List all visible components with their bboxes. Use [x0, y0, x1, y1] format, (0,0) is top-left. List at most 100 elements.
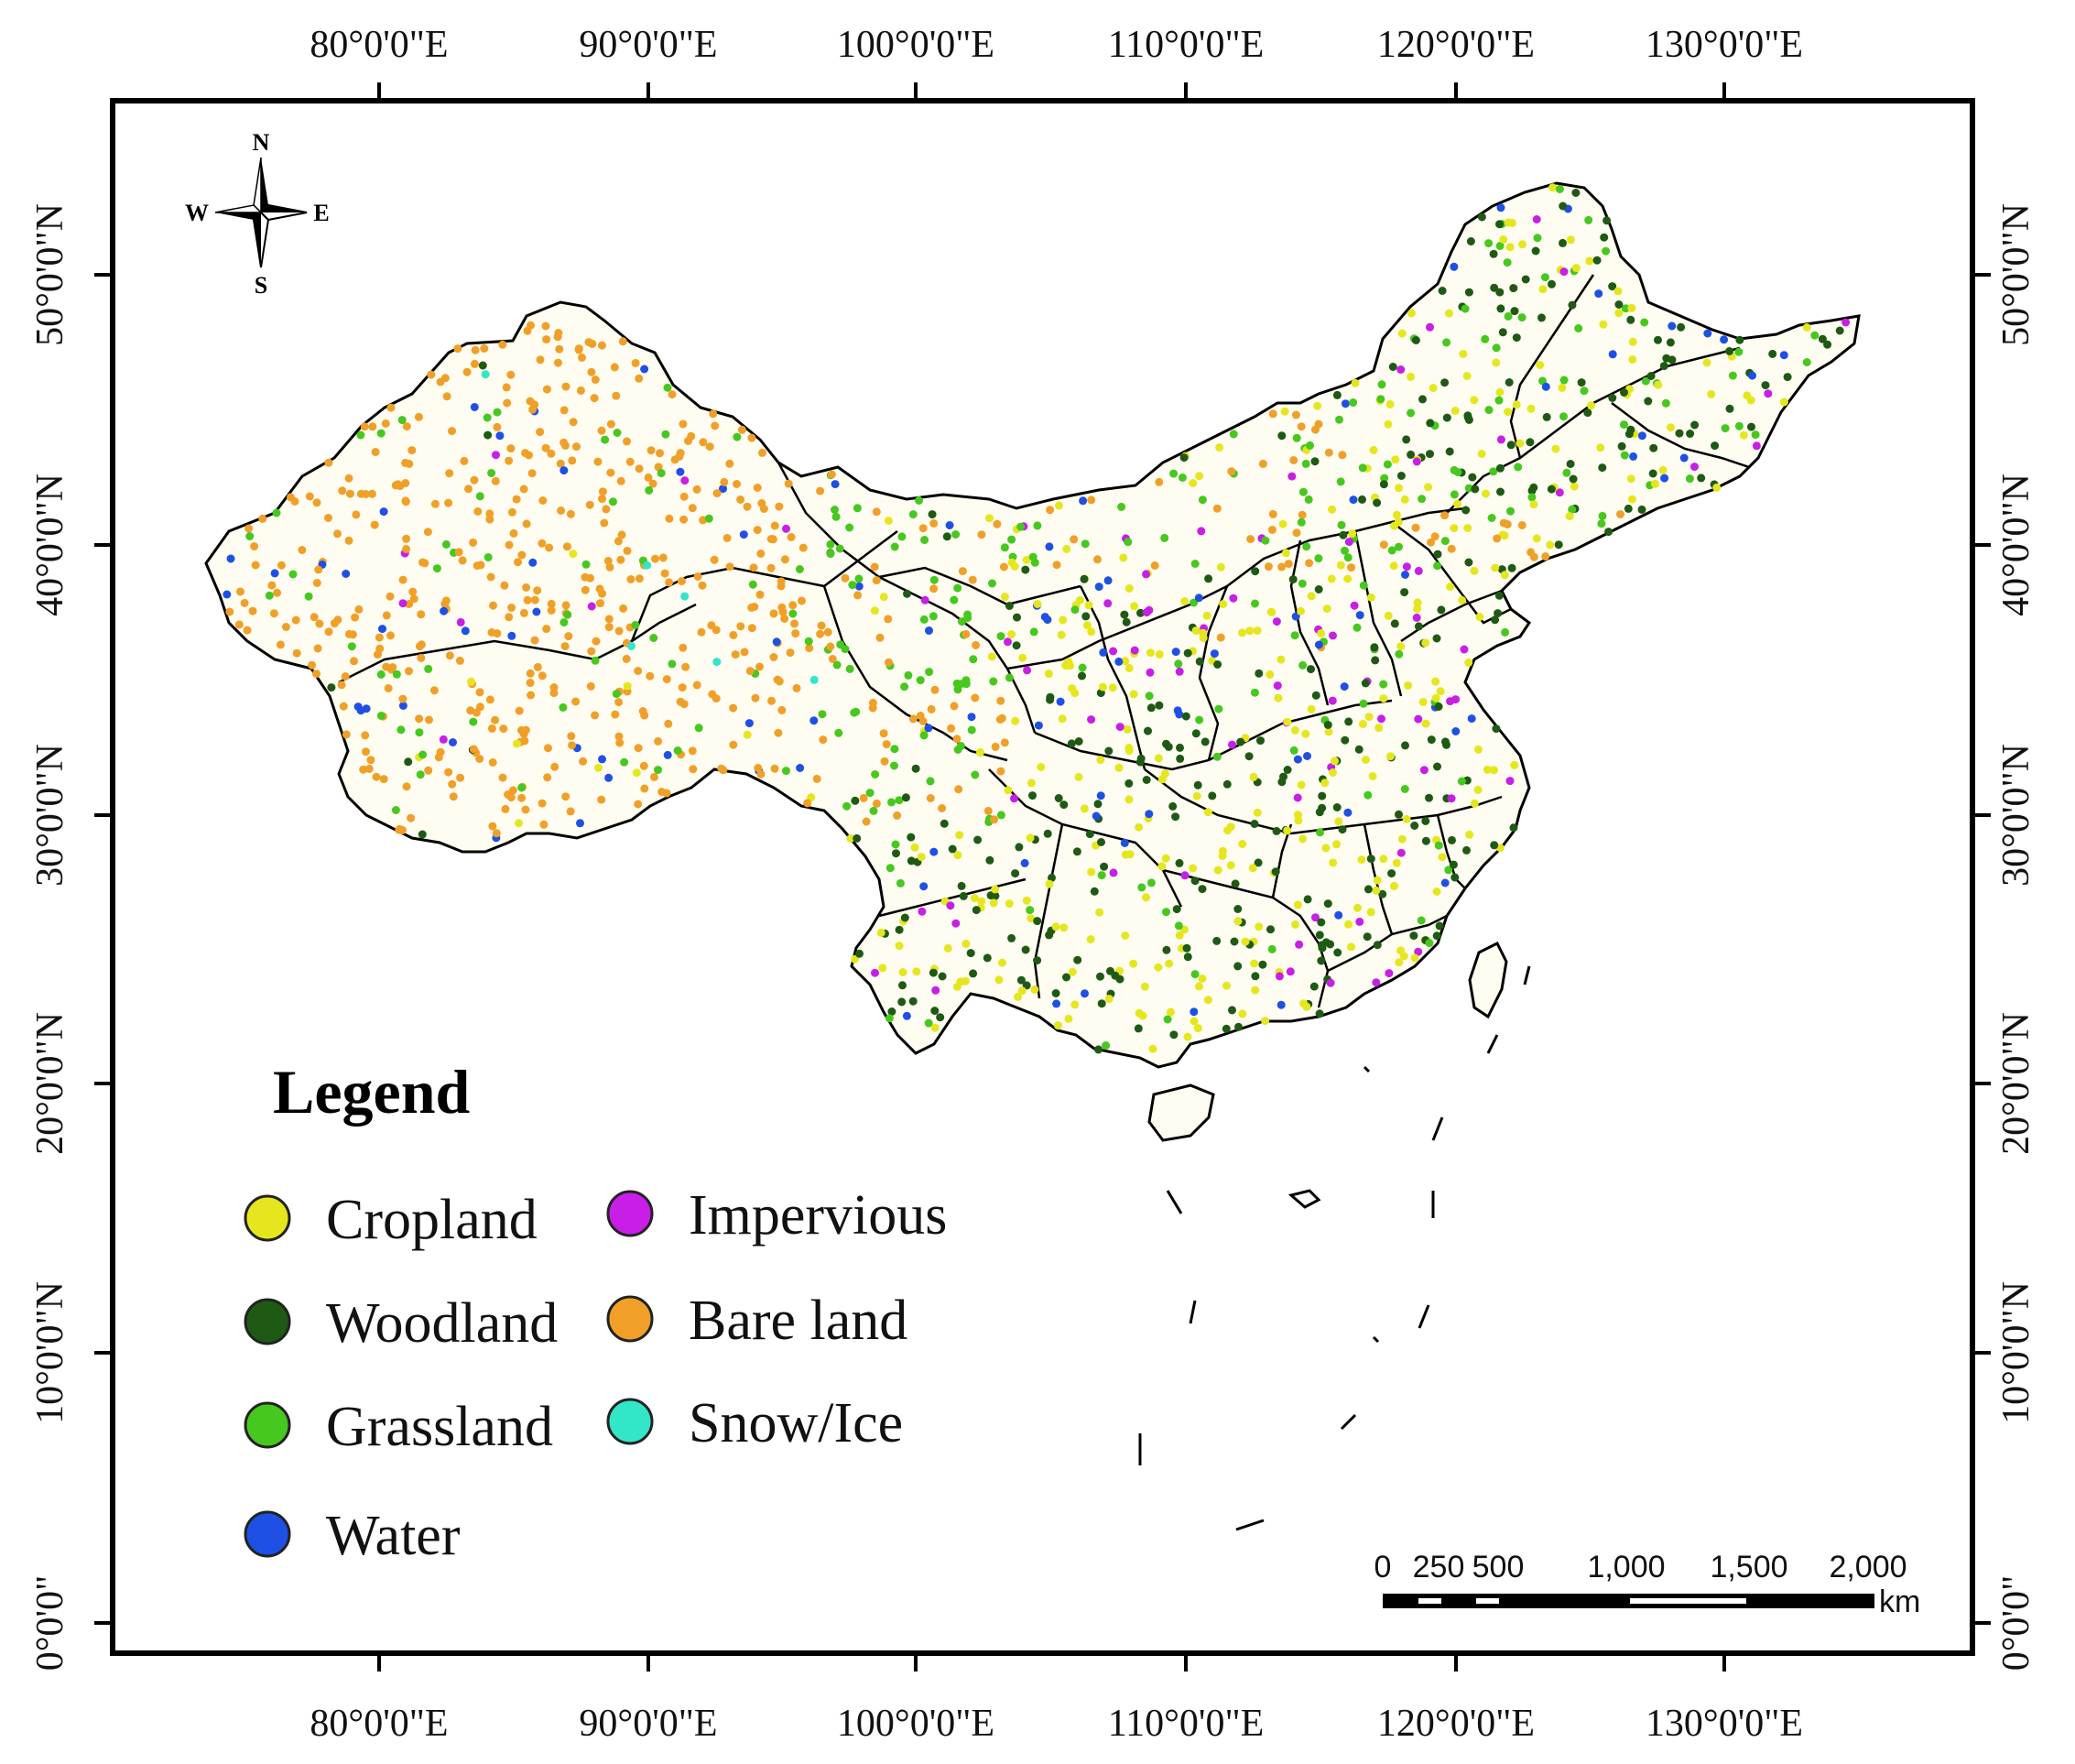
- sample-point: [1087, 867, 1096, 877]
- sample-point: [712, 489, 722, 498]
- sample-point: [928, 510, 937, 519]
- sample-point: [710, 555, 719, 564]
- sample-point: [398, 599, 407, 608]
- sample-point: [1318, 791, 1327, 800]
- sample-point: [862, 817, 871, 826]
- sample-point: [1194, 593, 1203, 603]
- sample-point: [925, 668, 934, 677]
- sample-point: [1007, 535, 1016, 544]
- sample-point: [882, 740, 891, 749]
- sample-point: [243, 626, 252, 635]
- sample-point: [1400, 785, 1409, 793]
- sample-point: [645, 485, 654, 495]
- sample-point: [1250, 820, 1259, 828]
- sample-point: [509, 528, 518, 538]
- sample-point: [444, 498, 453, 507]
- sample-point: [1526, 404, 1536, 413]
- sample-point: [1500, 531, 1509, 540]
- sample-point: [635, 464, 644, 474]
- sample-point: [1679, 453, 1689, 463]
- sample-point: [1027, 779, 1036, 788]
- sample-point: [384, 684, 393, 692]
- sample-point: [1404, 681, 1412, 690]
- sample-point: [784, 479, 793, 488]
- sample-point: [1145, 810, 1154, 819]
- sample-point: [668, 390, 677, 399]
- sample-point: [324, 627, 333, 637]
- sample-point: [1298, 487, 1308, 496]
- sample-point: [526, 397, 535, 406]
- sample-point: [780, 615, 789, 623]
- sample-point: [1344, 538, 1353, 547]
- sample-point: [1620, 420, 1628, 430]
- sample-point: [1349, 398, 1358, 407]
- sample-point: [1554, 540, 1563, 550]
- sample-point: [1577, 378, 1586, 387]
- legend-label-cropland: Cropland: [326, 1189, 538, 1251]
- sample-point: [1022, 981, 1031, 990]
- sample-point: [532, 607, 541, 616]
- sample-point: [1000, 593, 1009, 602]
- sample-point: [1121, 931, 1130, 940]
- sample-point: [417, 653, 426, 662]
- sample-point: [1412, 613, 1421, 622]
- sample-point: [248, 606, 257, 615]
- sample-point: [1198, 975, 1207, 983]
- sample-point: [1046, 506, 1055, 515]
- sample-point: [1690, 463, 1699, 472]
- sample-point: [1373, 876, 1382, 885]
- sample-point: [464, 485, 473, 494]
- sample-point: [665, 514, 674, 523]
- sample-point: [1318, 941, 1326, 950]
- sample-point: [664, 719, 673, 728]
- sample-point: [1302, 542, 1311, 551]
- sample-point: [731, 650, 740, 659]
- sample-point: [1289, 746, 1298, 755]
- sample-point: [310, 613, 319, 622]
- sample-point: [1162, 908, 1170, 917]
- sample-point: [1400, 588, 1409, 597]
- sample-point: [1628, 337, 1637, 346]
- sample-point: [1413, 598, 1422, 607]
- sample-point: [1500, 571, 1509, 580]
- sample-point: [1440, 378, 1450, 387]
- sample-point: [680, 476, 690, 485]
- sample-point: [1078, 663, 1087, 672]
- sample-point: [1016, 522, 1026, 531]
- sample-point: [1175, 667, 1184, 676]
- sample-point: [1583, 408, 1592, 418]
- sample-point: [912, 967, 921, 976]
- sample-point: [1475, 613, 1484, 621]
- sample-point: [990, 815, 999, 824]
- sample-point: [1193, 1024, 1202, 1033]
- sample-point: [1350, 601, 1359, 610]
- lat-label-left: 20°0'0"N: [29, 1012, 71, 1155]
- sample-point: [470, 475, 479, 485]
- sample-point: [1266, 925, 1275, 934]
- sample-point: [1146, 648, 1155, 658]
- sample-point: [872, 507, 881, 517]
- sample-point: [1000, 543, 1009, 552]
- sample-point: [1191, 729, 1200, 738]
- sample-point: [1324, 727, 1333, 736]
- sample-point: [1226, 861, 1235, 870]
- sample-point: [1495, 288, 1505, 297]
- sample-point: [304, 592, 313, 601]
- sample-point: [876, 928, 885, 937]
- sample-point: [1506, 506, 1515, 516]
- sample-point: [1314, 585, 1323, 593]
- sample-point: [804, 637, 813, 646]
- sample-point: [449, 792, 458, 801]
- sample-point: [1295, 940, 1304, 949]
- sample-point: [1516, 439, 1525, 448]
- sample-point: [234, 620, 244, 629]
- sample-point: [1385, 399, 1395, 408]
- sample-point: [1437, 605, 1446, 615]
- sample-point: [1120, 610, 1129, 619]
- sample-point: [662, 675, 671, 684]
- sample-point: [1328, 696, 1337, 705]
- sample-point: [1052, 561, 1061, 570]
- sample-point: [842, 801, 852, 811]
- sample-point: [1029, 627, 1038, 637]
- sample-point: [930, 685, 940, 694]
